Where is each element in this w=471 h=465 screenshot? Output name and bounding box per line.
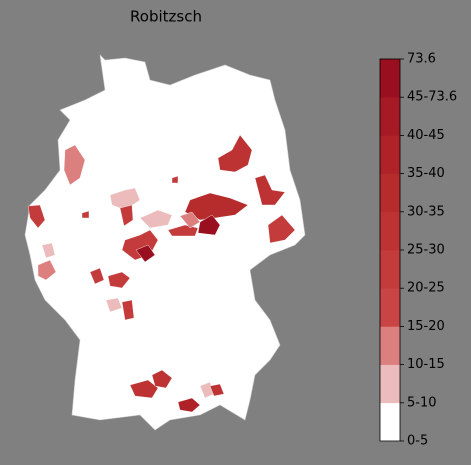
region [27, 204, 46, 229]
region [151, 369, 173, 389]
colorbar-label: 73.6 [407, 52, 436, 67]
colorbar-band [380, 288, 400, 327]
colorbar-band [380, 402, 400, 442]
region [121, 299, 135, 321]
region [139, 209, 173, 229]
region [129, 379, 159, 399]
colorbar-label: 35-40 [407, 166, 445, 181]
region [177, 397, 201, 413]
colorbar-label: 30-35 [407, 204, 445, 219]
region [267, 214, 296, 244]
region [171, 175, 179, 184]
region [81, 210, 90, 219]
region [135, 244, 156, 263]
region [41, 242, 56, 259]
colorbar-label: 45-73.6 [407, 90, 457, 105]
region [37, 259, 57, 281]
regions [27, 134, 296, 413]
colorbar-band [380, 173, 400, 213]
colorbar-label: 15-20 [407, 319, 445, 334]
colorbar-label: 0-5 [407, 434, 428, 449]
region [107, 271, 131, 289]
colorbar-label: 25-30 [407, 243, 445, 258]
colorbar-band [380, 59, 400, 98]
region [89, 267, 105, 285]
colorbar-band [380, 135, 400, 174]
region [63, 144, 86, 186]
colorbar-label: 5-10 [407, 395, 437, 410]
region [119, 204, 134, 227]
region [105, 297, 123, 313]
colorbar-band [380, 97, 400, 136]
colorbar-label: 20-25 [407, 281, 445, 296]
region [217, 134, 253, 173]
colorbar-band [380, 364, 400, 404]
colorbar-label: 10-15 [407, 357, 445, 372]
region [197, 214, 221, 236]
region [179, 211, 201, 229]
colorbar-label: 40-45 [407, 128, 445, 143]
germany-map [24, 54, 306, 431]
region [254, 174, 286, 206]
colorbar-band [380, 250, 400, 289]
map-title: Robitzsch [130, 8, 202, 26]
region [209, 383, 225, 397]
colorbar: 73.6 45-73.6 40-45 35-40 30-35 25-30 20-25 15-2… [379, 52, 457, 449]
colorbar-band [380, 326, 400, 365]
region [109, 187, 141, 211]
colorbar-band [380, 211, 400, 251]
